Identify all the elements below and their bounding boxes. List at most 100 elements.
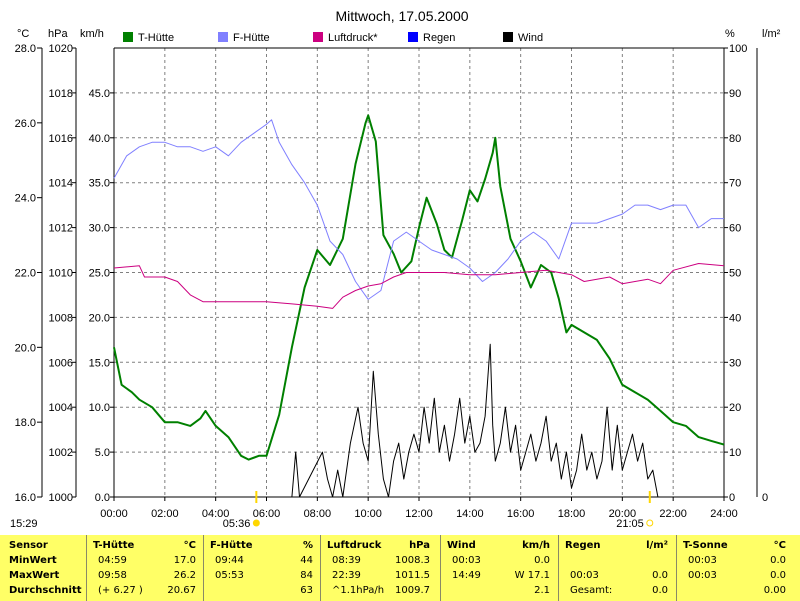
time-tick-label: 24:00 xyxy=(710,508,738,520)
time-tick-label: 14:00 xyxy=(456,508,484,520)
stat-panel-unit: °C xyxy=(183,540,196,551)
wind-tick-label: 0.0 xyxy=(95,492,110,504)
wind-tick-label: 30.0 xyxy=(89,223,110,235)
stat-value: 44 xyxy=(300,555,313,566)
stat-panel-separator xyxy=(203,535,204,601)
humidity-tick-label: 100 xyxy=(729,43,747,55)
stat-value: 0.0 xyxy=(770,570,786,581)
chart-title: Mittwoch, 17.05.2000 xyxy=(335,8,468,24)
stat-panel-title: Wind xyxy=(447,540,476,551)
legend: T-Hütte F-Hütte Luftdruck* Regen Wind xyxy=(123,32,543,44)
pressure-tick-label: 1020 xyxy=(49,43,73,55)
legend-swatch-wind xyxy=(503,32,513,42)
temp-tick-label: 24.0 xyxy=(15,193,36,205)
pressure-tick-label: 1000 xyxy=(49,492,73,504)
stat-time: 09:44 xyxy=(215,555,244,566)
stat-value: 1008.3 xyxy=(395,555,430,566)
stat-panel-unit: l/m² xyxy=(646,540,668,551)
stat-value: 0.0 xyxy=(652,585,668,596)
humidity-tick-label: 40 xyxy=(729,312,741,324)
stat-time: 00:03 xyxy=(452,555,481,566)
stat-panel-separator xyxy=(86,535,87,601)
stat-value: 0.00 xyxy=(763,585,786,596)
stat-panel-unit: °C xyxy=(773,540,786,551)
stat-panel-title: T-Hütte xyxy=(93,540,135,551)
sunrise-icon xyxy=(252,519,260,527)
stat-panel-separator xyxy=(558,535,559,601)
stat-time: 22:39 xyxy=(332,570,361,581)
temp-tick-label: 26.0 xyxy=(15,118,36,130)
temp-tick-label: 18.0 xyxy=(15,417,36,429)
pressure-tick-label: 1004 xyxy=(49,402,73,414)
time-tick-label: 16:00 xyxy=(507,508,535,520)
time-tick-label: 12:00 xyxy=(405,508,433,520)
stat-time: 08:39 xyxy=(332,555,361,566)
stat-value: 20.67 xyxy=(167,585,196,596)
series-line-wind xyxy=(114,343,724,498)
stat-row-label: MinWert xyxy=(9,555,57,566)
pressure-tick-label: 1002 xyxy=(49,447,73,459)
time-tick-label: 04:00 xyxy=(202,508,230,520)
time-tick-label: 06:00 xyxy=(253,508,281,520)
humidity-tick-label: 0 xyxy=(729,492,735,504)
humidity-tick-label: 70 xyxy=(729,178,741,190)
stat-time: 14:49 xyxy=(452,570,481,581)
stat-value: 0.0 xyxy=(770,555,786,566)
stat-panel-separator xyxy=(676,535,677,601)
unit-rain-header: l/m² xyxy=(762,28,781,40)
rain-tick-label: 0 xyxy=(762,492,768,504)
stat-value: 26.2 xyxy=(173,570,196,581)
pressure-tick-label: 1018 xyxy=(49,88,73,100)
humidity-tick-label: 10 xyxy=(729,447,741,459)
stat-panel-title: T-Sonne xyxy=(683,540,728,551)
sun-marker-label: 05:36 xyxy=(223,518,251,530)
stat-time: 09:58 xyxy=(98,570,127,581)
temp-tick-label: 16.0 xyxy=(15,492,36,504)
temp-tick-label: 22.0 xyxy=(15,268,36,280)
legend-swatch-f-huette xyxy=(218,32,228,42)
legend-swatch-luftdruck xyxy=(313,32,323,42)
wind-tick-label: 45.0 xyxy=(89,88,110,100)
stat-value: 0.0 xyxy=(534,555,550,566)
stat-value: 1009.7 xyxy=(395,585,430,596)
legend-label-regen: Regen xyxy=(423,32,455,44)
stat-value: 17.0 xyxy=(173,555,196,566)
stat-value: 63 xyxy=(300,585,313,596)
stat-panel-unit: hPa xyxy=(409,540,430,551)
humidity-tick-label: 90 xyxy=(729,88,741,100)
stat-time: (+ 6.27 ) xyxy=(98,585,143,596)
stat-value: 2.1 xyxy=(534,585,550,596)
stat-value: 1011.5 xyxy=(395,570,430,581)
legend-swatch-t-huette xyxy=(123,32,133,42)
stat-row-label: Durchschnitt xyxy=(9,585,82,596)
unit-temp-header: °C xyxy=(17,28,29,40)
pressure-tick-label: 1008 xyxy=(49,312,73,324)
time-tick-label: 02:00 xyxy=(151,508,179,520)
legend-label-luftdruck: Luftdruck* xyxy=(328,32,378,44)
stat-panel-unit: km/h xyxy=(522,540,550,551)
stat-time: Gesamt: xyxy=(570,585,613,596)
unit-wind-header: km/h xyxy=(80,28,104,40)
unit-pressure-header: hPa xyxy=(48,28,68,40)
wind-tick-label: 15.0 xyxy=(89,357,110,369)
statistics-panel: Sensor MinWert MaxWert Durchschnitt T-Hütte… xyxy=(0,535,800,601)
wind-tick-label: 5.0 xyxy=(95,447,110,459)
stat-panel-title: Luftdruck xyxy=(327,540,382,551)
pressure-tick-label: 1006 xyxy=(49,357,73,369)
pressure-tick-label: 1014 xyxy=(49,178,73,190)
temp-tick-label: 28.0 xyxy=(15,43,36,55)
stat-panel-title: F-Hütte xyxy=(210,540,253,551)
temp-tick-label: 20.0 xyxy=(15,342,36,354)
stat-time: 04:59 xyxy=(98,555,127,566)
legend-label-f-huette: F-Hütte xyxy=(233,32,270,44)
stat-time: 00:03 xyxy=(570,570,599,581)
wind-tick-label: 20.0 xyxy=(89,312,110,324)
sunset-icon xyxy=(646,519,654,527)
time-tick-label: 08:00 xyxy=(304,508,332,520)
humidity-tick-label: 80 xyxy=(729,133,741,145)
tick-labels: 16.018.020.022.024.026.028.0100010021004… xyxy=(15,43,769,520)
pressure-tick-label: 1016 xyxy=(49,133,73,145)
legend-label-wind: Wind xyxy=(518,32,543,44)
series-line-thtte xyxy=(113,114,725,461)
stat-value: W 17.1 xyxy=(514,570,550,581)
